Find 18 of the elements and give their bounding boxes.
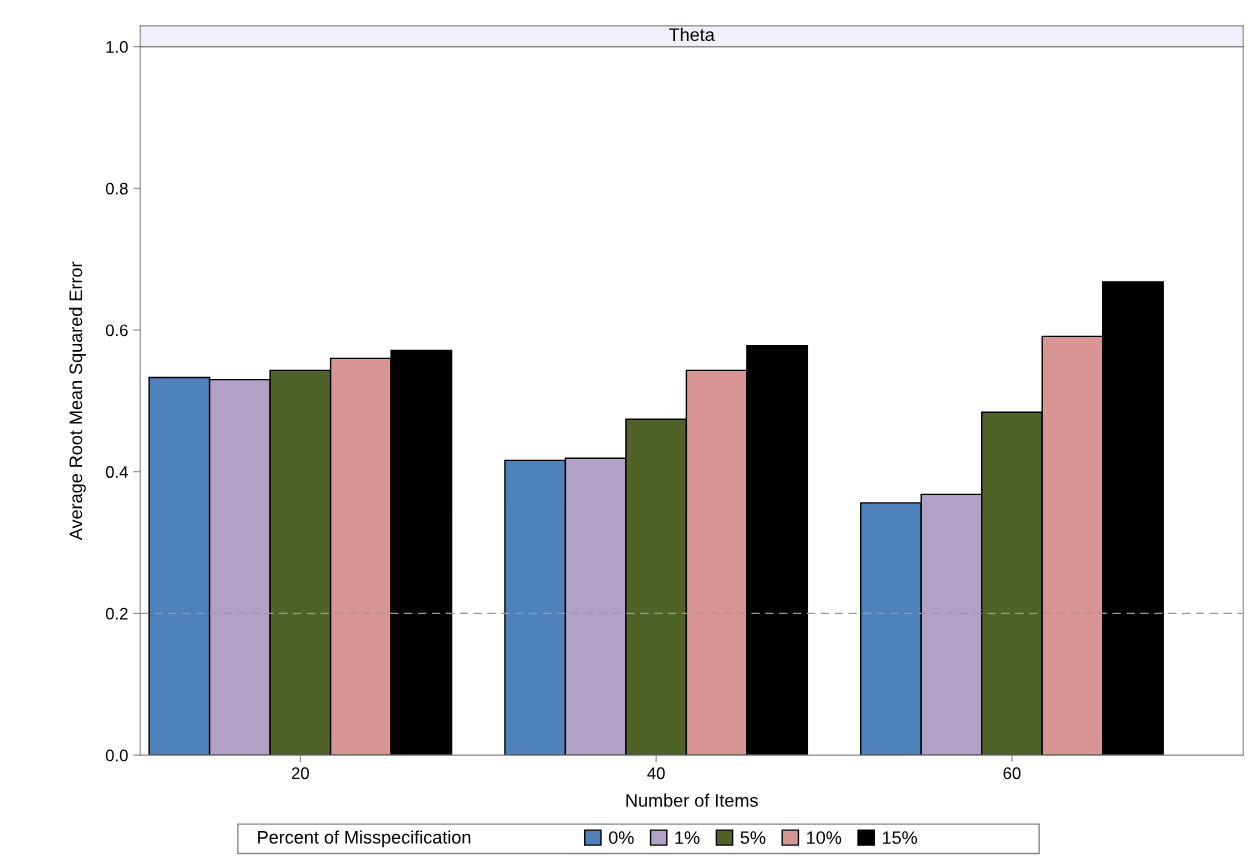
x-tick-label: 40 — [647, 767, 665, 780]
y-tick-label: 0.2 — [105, 607, 128, 620]
legend-label: 5% — [740, 831, 766, 844]
y-tick-label: 0.0 — [105, 749, 128, 762]
y-tick-label: 1.0 — [106, 41, 128, 53]
legend-label: 10% — [807, 831, 842, 844]
y-axis-title: Average Root Mean Squared Error — [68, 261, 86, 541]
chart-title: Theta — [669, 27, 715, 42]
y-tick-label: 0.8 — [105, 182, 128, 195]
legend-label: 1% — [675, 831, 700, 844]
x-axis-title: Number of Items — [626, 793, 758, 807]
y-tick-label: 0.4 — [105, 466, 128, 478]
x-tick-label: 60 — [1003, 767, 1021, 780]
x-tick-label: 20 — [291, 767, 309, 780]
y-tick-label: 0.6 — [105, 324, 128, 337]
legend-title: Percent of Misspecification — [258, 830, 471, 848]
legend-label: 15% — [882, 831, 918, 844]
legend-label: 0% — [608, 831, 634, 844]
